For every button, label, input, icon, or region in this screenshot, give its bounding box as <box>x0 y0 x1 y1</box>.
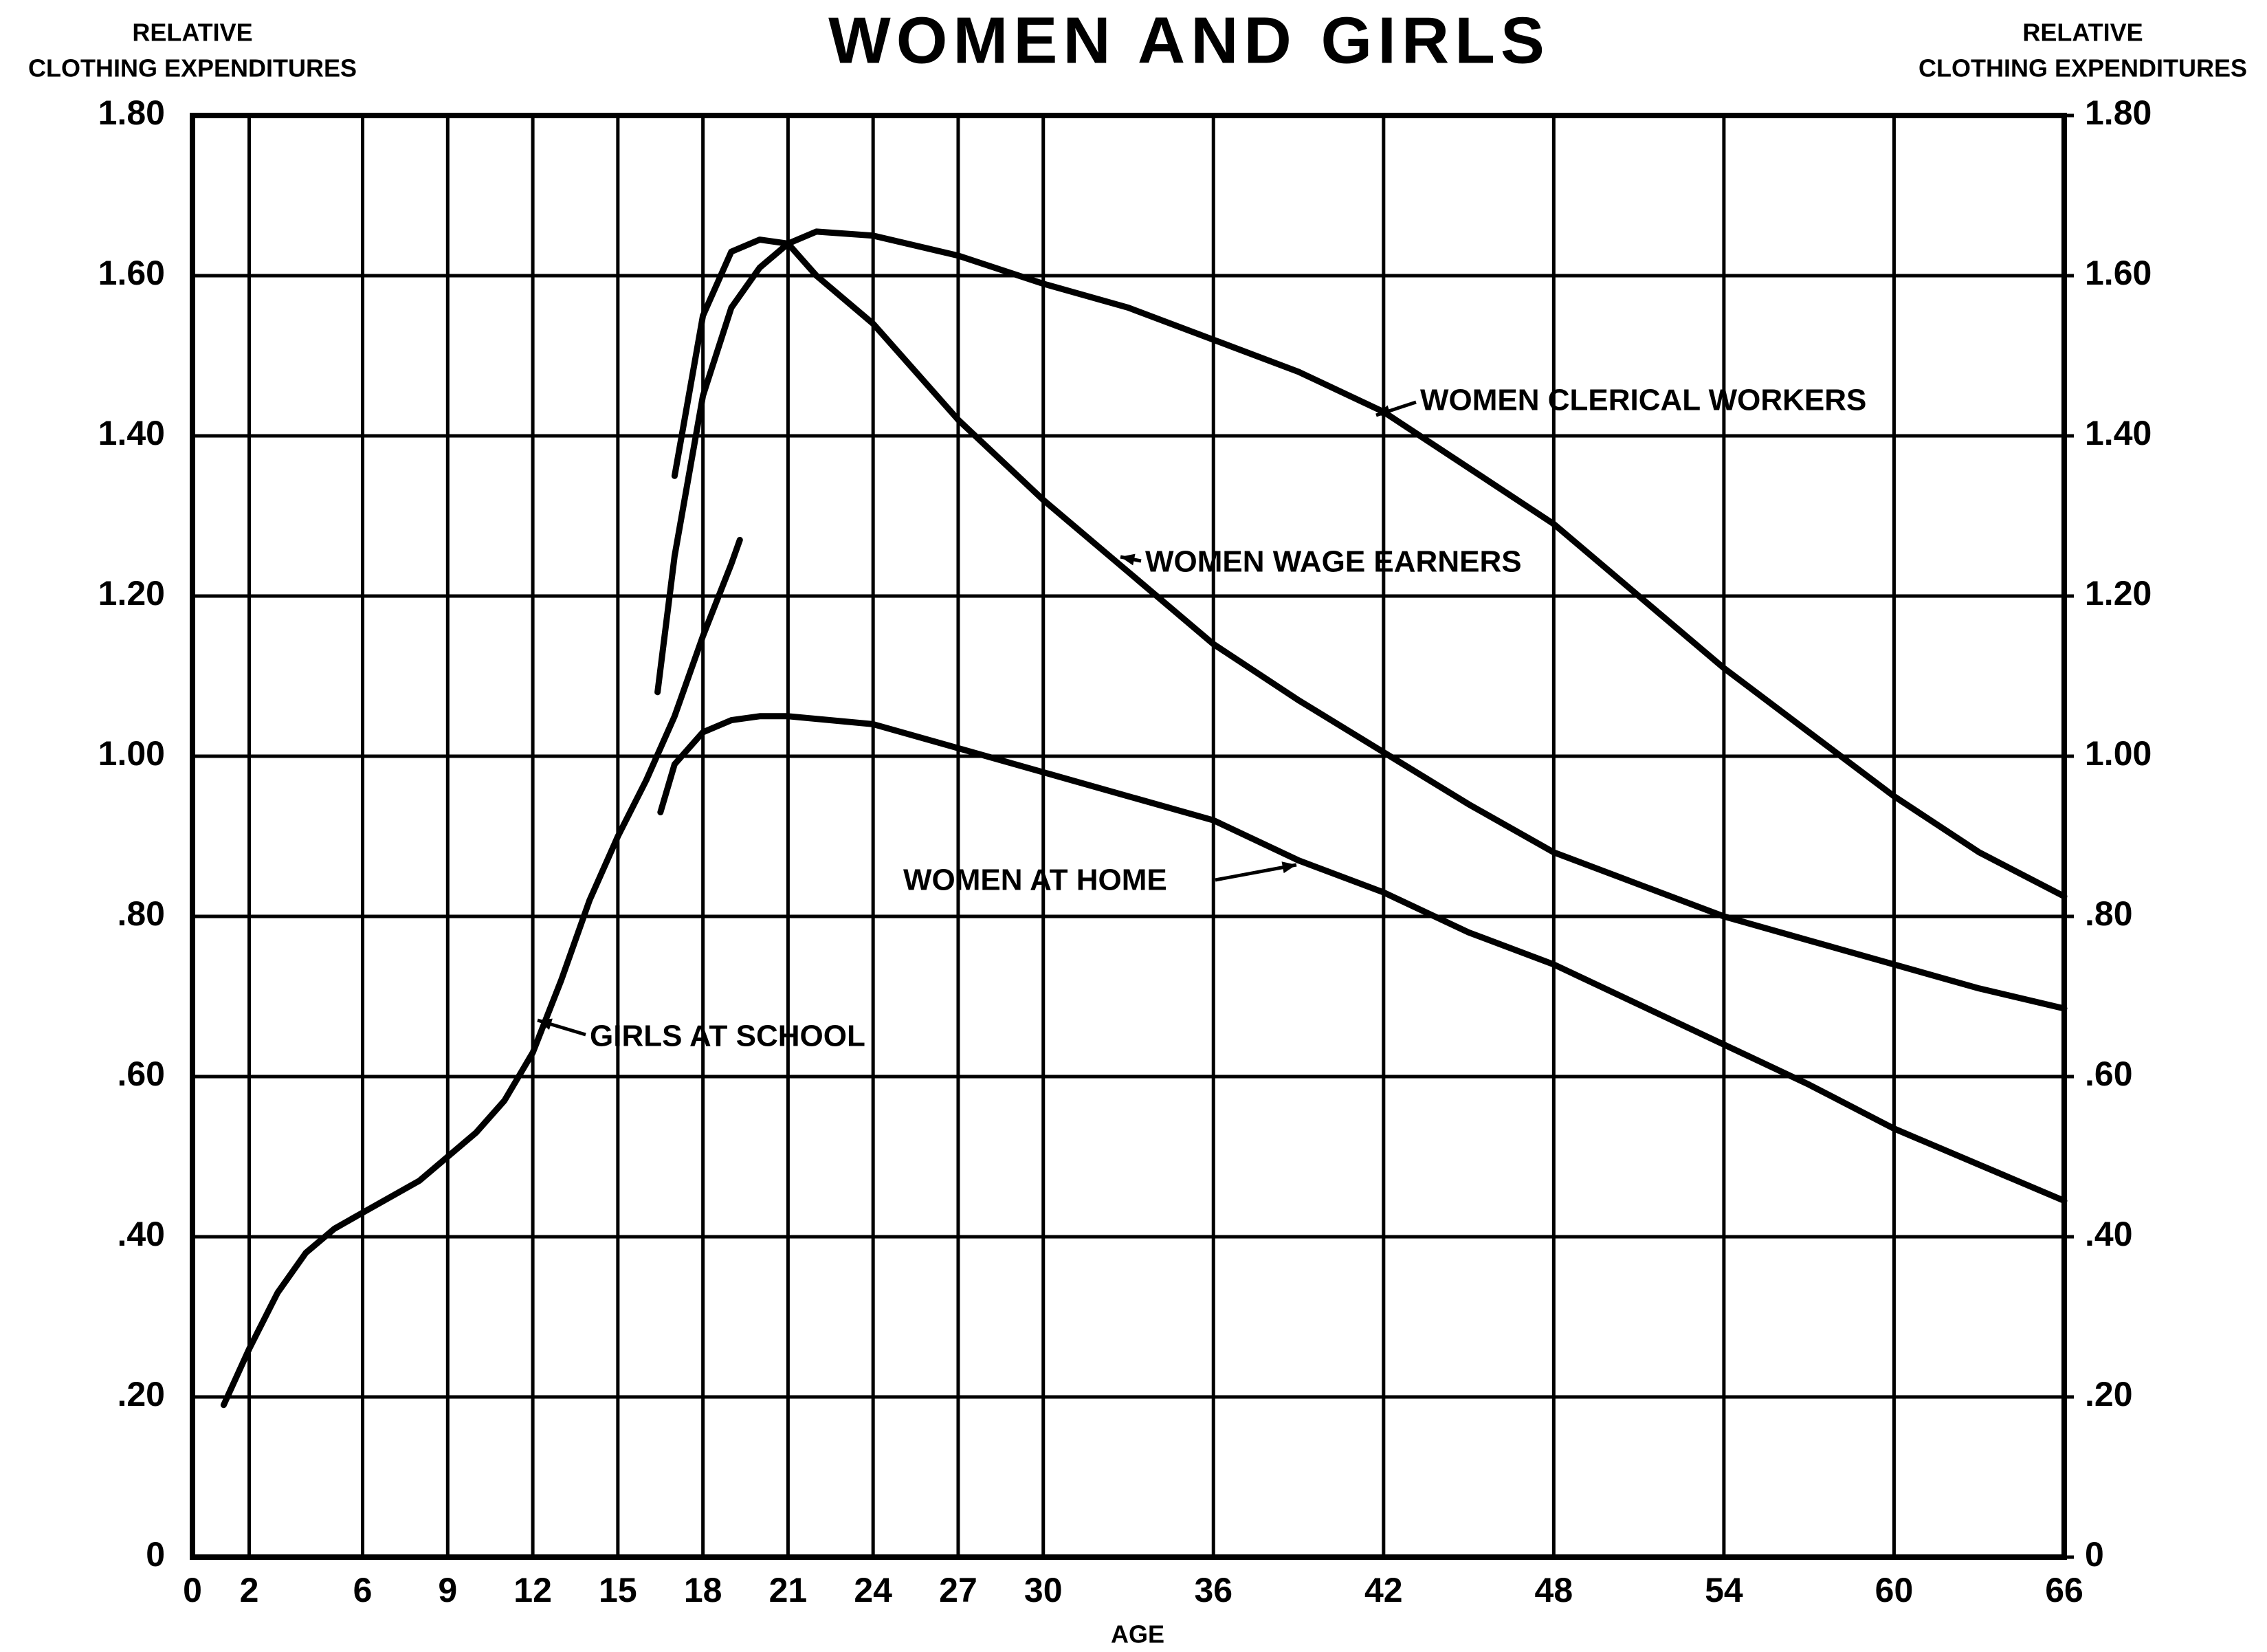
y2-tick-label: 1.60 <box>2085 254 2152 292</box>
y2-tick-label: .40 <box>2085 1215 2133 1253</box>
x-tick-label: 2 <box>240 1571 259 1609</box>
y-tick-label: 1.80 <box>98 93 165 132</box>
series-line <box>220 536 743 1409</box>
y-axis-label: CLOTHING EXPENDITURES <box>28 54 357 82</box>
series-label: GIRLS AT SCHOOL <box>590 1020 865 1053</box>
y-tick-label: .60 <box>117 1055 165 1093</box>
x-tick-label: 18 <box>684 1571 722 1609</box>
label-arrowhead <box>538 1018 553 1031</box>
x-tick-label: 0 <box>183 1571 202 1609</box>
y2-tick-label: .60 <box>2085 1055 2133 1093</box>
y-tick-label: 1.60 <box>98 254 165 292</box>
x-tick-label: 54 <box>1705 1571 1743 1609</box>
label-arrowhead <box>1120 553 1136 566</box>
y-tick-label: 0 <box>146 1535 165 1574</box>
y-tick-label: 1.20 <box>98 574 165 613</box>
x-tick-label: 9 <box>438 1571 457 1609</box>
series-line <box>671 236 2068 1012</box>
plot-frame <box>190 113 2067 1560</box>
x-tick-label: 12 <box>513 1571 552 1609</box>
x-tick-label: 66 <box>2045 1571 2083 1609</box>
x-tick-label: 6 <box>353 1571 373 1609</box>
y2-tick-label: 1.40 <box>2085 414 2152 452</box>
series-label: WOMEN WAGE EARNERS <box>1145 545 1522 579</box>
x-tick-label: 60 <box>1875 1571 1914 1609</box>
y2-axis-label: RELATIVE <box>2022 19 2143 47</box>
x-tick-label: 30 <box>1024 1571 1063 1609</box>
series-label: WOMEN AT HOME <box>903 863 1167 897</box>
x-tick-label: 24 <box>854 1571 892 1609</box>
x-tick-label: 27 <box>939 1571 977 1609</box>
label-arrowhead <box>1281 861 1296 874</box>
series-label: WOMEN CLERICAL WORKERS <box>1420 384 1866 417</box>
y2-tick-label: .20 <box>2085 1375 2133 1413</box>
chart-title: WOMEN AND GIRLS <box>828 3 1550 77</box>
x-tick-label: 42 <box>1364 1571 1403 1609</box>
label-arrowhead <box>1376 405 1391 417</box>
y-tick-label: .80 <box>117 894 165 933</box>
y2-axis-label: CLOTHING EXPENDITURES <box>1918 54 2247 82</box>
y2-tick-label: 1.00 <box>2085 734 2152 773</box>
y-axis-label: RELATIVE <box>132 19 252 47</box>
x-tick-label: 21 <box>769 1571 808 1609</box>
series-line <box>654 228 2068 900</box>
y-tick-label: .20 <box>117 1375 165 1413</box>
x-tick-label: 36 <box>1194 1571 1232 1609</box>
y2-tick-label: 0 <box>2085 1535 2104 1574</box>
series-line <box>657 713 2068 1204</box>
y2-tick-label: 1.20 <box>2085 574 2152 613</box>
x-axis-label: AGE <box>1111 1620 1164 1649</box>
y-tick-label: 1.40 <box>98 414 165 452</box>
x-tick-label: 48 <box>1535 1571 1573 1609</box>
y2-tick-label: .80 <box>2085 894 2133 933</box>
y-tick-label: 1.00 <box>98 734 165 773</box>
y-tick-label: .40 <box>117 1215 165 1253</box>
y2-tick-label: 1.80 <box>2085 93 2152 132</box>
x-tick-label: 15 <box>599 1571 637 1609</box>
